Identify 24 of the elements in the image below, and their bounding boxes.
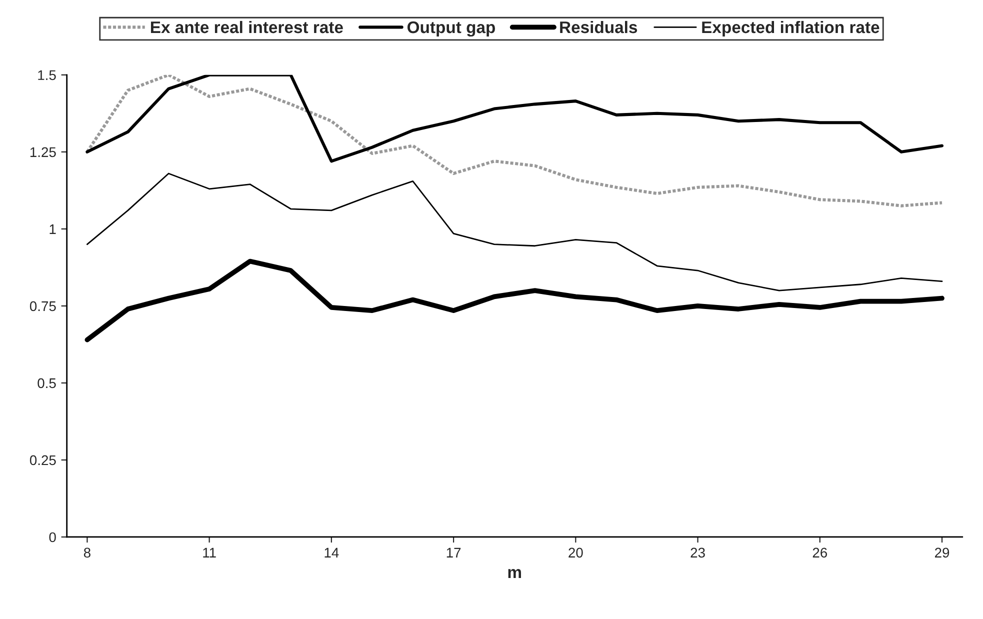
legend-label: Residuals xyxy=(560,20,638,34)
line-series xyxy=(86,74,944,208)
legend-label: Output gap xyxy=(407,21,495,37)
y-tick-label: 1.25 xyxy=(30,147,56,158)
y-tick-label: 0.75 xyxy=(30,301,56,312)
x-tick-label: 26 xyxy=(812,548,828,558)
legend-label: Expected inflation rate xyxy=(702,20,880,36)
line-series xyxy=(86,172,943,292)
line-series xyxy=(84,258,944,342)
y-tick-label: 0 xyxy=(49,532,56,542)
y-tick-label: 0.5 xyxy=(38,378,56,388)
line-series xyxy=(86,74,944,163)
y-tick-label: 0.25 xyxy=(30,455,56,466)
x-tick-label: 29 xyxy=(934,548,950,558)
x-tick-label: 14 xyxy=(324,548,339,558)
x-tick-label: 8 xyxy=(84,548,90,558)
x-tick-label: 20 xyxy=(568,548,583,558)
y-tick-label: 1.5 xyxy=(38,70,56,80)
x-tick-label: 17 xyxy=(446,548,461,558)
y-tick-label: 1 xyxy=(50,224,56,234)
x-axis-title: m xyxy=(508,569,521,578)
x-tick-label: 11 xyxy=(203,548,216,558)
legend-label: Ex ante real interest rate xyxy=(150,20,343,34)
x-tick-label: 23 xyxy=(690,548,705,558)
